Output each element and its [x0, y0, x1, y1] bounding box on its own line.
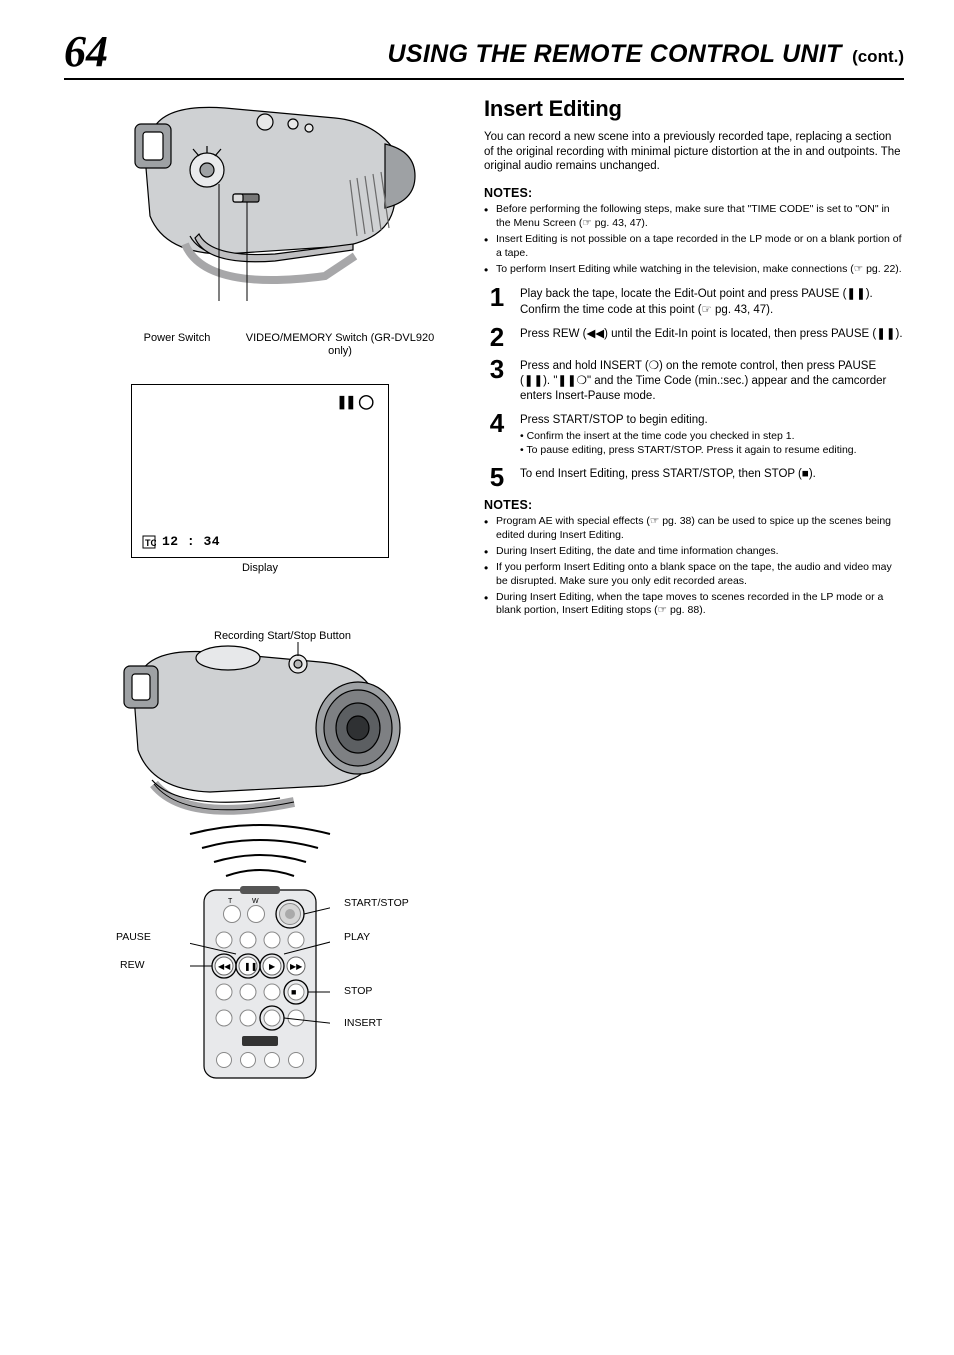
remote-label-startstop: START/STOP: [344, 898, 409, 909]
note-item: Program AE with special effects (☞ pg. 3…: [484, 515, 904, 543]
step-1: 1 Play back the tape, locate the Edit-Ou…: [484, 284, 904, 317]
header-title-line: USING THE REMOTE CONTROL UNIT (cont.): [388, 40, 904, 69]
left-column: Power Switch VIDEO/MEMORY Switch (GR-DVL…: [64, 96, 456, 1305]
note-item: During Insert Editing, when the tape mov…: [484, 591, 904, 619]
svg-text:TC: TC: [145, 538, 156, 548]
svg-text:▶▶: ▶▶: [290, 962, 303, 971]
note-item: Insert Editing is not possible on a tape…: [484, 233, 904, 261]
note-item: To perform Insert Editing while watching…: [484, 263, 904, 277]
remote-label-play: PLAY: [344, 932, 370, 943]
svg-text:T: T: [228, 898, 233, 905]
display-timecode-row: TC 12 : 34: [142, 534, 220, 549]
camcorder2-svg: [110, 634, 410, 824]
remote-label-pause: PAUSE: [116, 932, 151, 943]
callout-start-stop: Recording Start/Stop Button: [214, 630, 374, 643]
step-body: Press and hold INSERT (❍) on the remote …: [520, 359, 904, 405]
timecode-value: 12 : 34: [162, 534, 220, 549]
notes2-list: Program AE with special effects (☞ pg. 3…: [484, 515, 904, 618]
step-body: To end Insert Editing, press START/STOP,…: [520, 467, 904, 482]
step-number: 4: [484, 410, 510, 436]
intro-text: You can record a new scene into a previo…: [484, 130, 904, 174]
note-item: During Insert Editing, the date and time…: [484, 545, 904, 559]
step-number: 2: [484, 324, 510, 350]
notes2-heading: NOTES:: [484, 498, 904, 512]
step-5: 5 To end Insert Editing, press START/STO…: [484, 464, 904, 490]
svg-text:◀◀: ◀◀: [218, 962, 231, 971]
step-4: 4 Press START/STOP to begin editing. • C…: [484, 410, 904, 458]
note-item: Before performing the following steps, m…: [484, 203, 904, 231]
remote-control: T W ◀◀ ❚: [140, 884, 380, 1084]
camcorder-top-svg: [95, 96, 425, 326]
header-cont: (cont.): [852, 47, 904, 66]
display-caption: Display: [64, 562, 456, 574]
step-3: 3 Press and hold INSERT (❍) on the remot…: [484, 356, 904, 405]
step-sub: • Confirm the insert at the time code yo…: [520, 430, 904, 458]
callout-power-switch: Power Switch: [122, 332, 232, 358]
step-number: 5: [484, 464, 510, 490]
header-title: USING THE REMOTE CONTROL UNIT: [388, 40, 842, 68]
camcorder-top-illustration: Power Switch VIDEO/MEMORY Switch (GR-DVL…: [64, 96, 456, 358]
notes1-list: Before performing the following steps, m…: [484, 203, 904, 276]
notes1-heading: NOTES:: [484, 186, 904, 200]
subtitle: Insert Editing: [484, 96, 904, 122]
callout-video-memory-switch: VIDEO/MEMORY Switch (GR-DVL920 only): [240, 332, 440, 358]
display-block: ❚❚◯ TC 12 : 34 Display: [64, 384, 456, 574]
step-2: 2 Press REW (◀◀) until the Edit-In point…: [484, 324, 904, 350]
ir-waves: [180, 824, 340, 884]
remote-label-insert: INSERT: [344, 1018, 382, 1029]
header-rule: [64, 78, 904, 80]
display-box: ❚❚◯ TC 12 : 34: [131, 384, 389, 558]
step-number: 1: [484, 284, 510, 310]
step-body: Play back the tape, locate the Edit-Out …: [520, 287, 904, 317]
svg-text:W: W: [252, 898, 259, 905]
step-number: 3: [484, 356, 510, 382]
right-column: Insert Editing You can record a new scen…: [484, 96, 904, 1305]
note-item: If you perform Insert Editing onto a bla…: [484, 561, 904, 589]
svg-text:❚❚: ❚❚: [244, 962, 257, 971]
step-body: Press REW (◀◀) until the Edit-In point i…: [520, 327, 904, 342]
step-body: Press START/STOP to begin editing. • Con…: [520, 413, 904, 458]
remote-label-rew: REW: [120, 960, 145, 971]
remote-label-stop: STOP: [344, 986, 372, 997]
svg-text:▶: ▶: [269, 962, 276, 971]
display-insert-icon: ❚❚◯: [337, 393, 374, 410]
svg-text:■: ■: [291, 987, 296, 997]
camcorder-remote-illustration: Recording Start/Stop Button: [64, 634, 456, 1084]
tc-icon: TC: [142, 535, 156, 549]
remote-svg: T W ◀◀ ❚: [190, 884, 330, 1084]
page-number: 64: [64, 26, 108, 77]
